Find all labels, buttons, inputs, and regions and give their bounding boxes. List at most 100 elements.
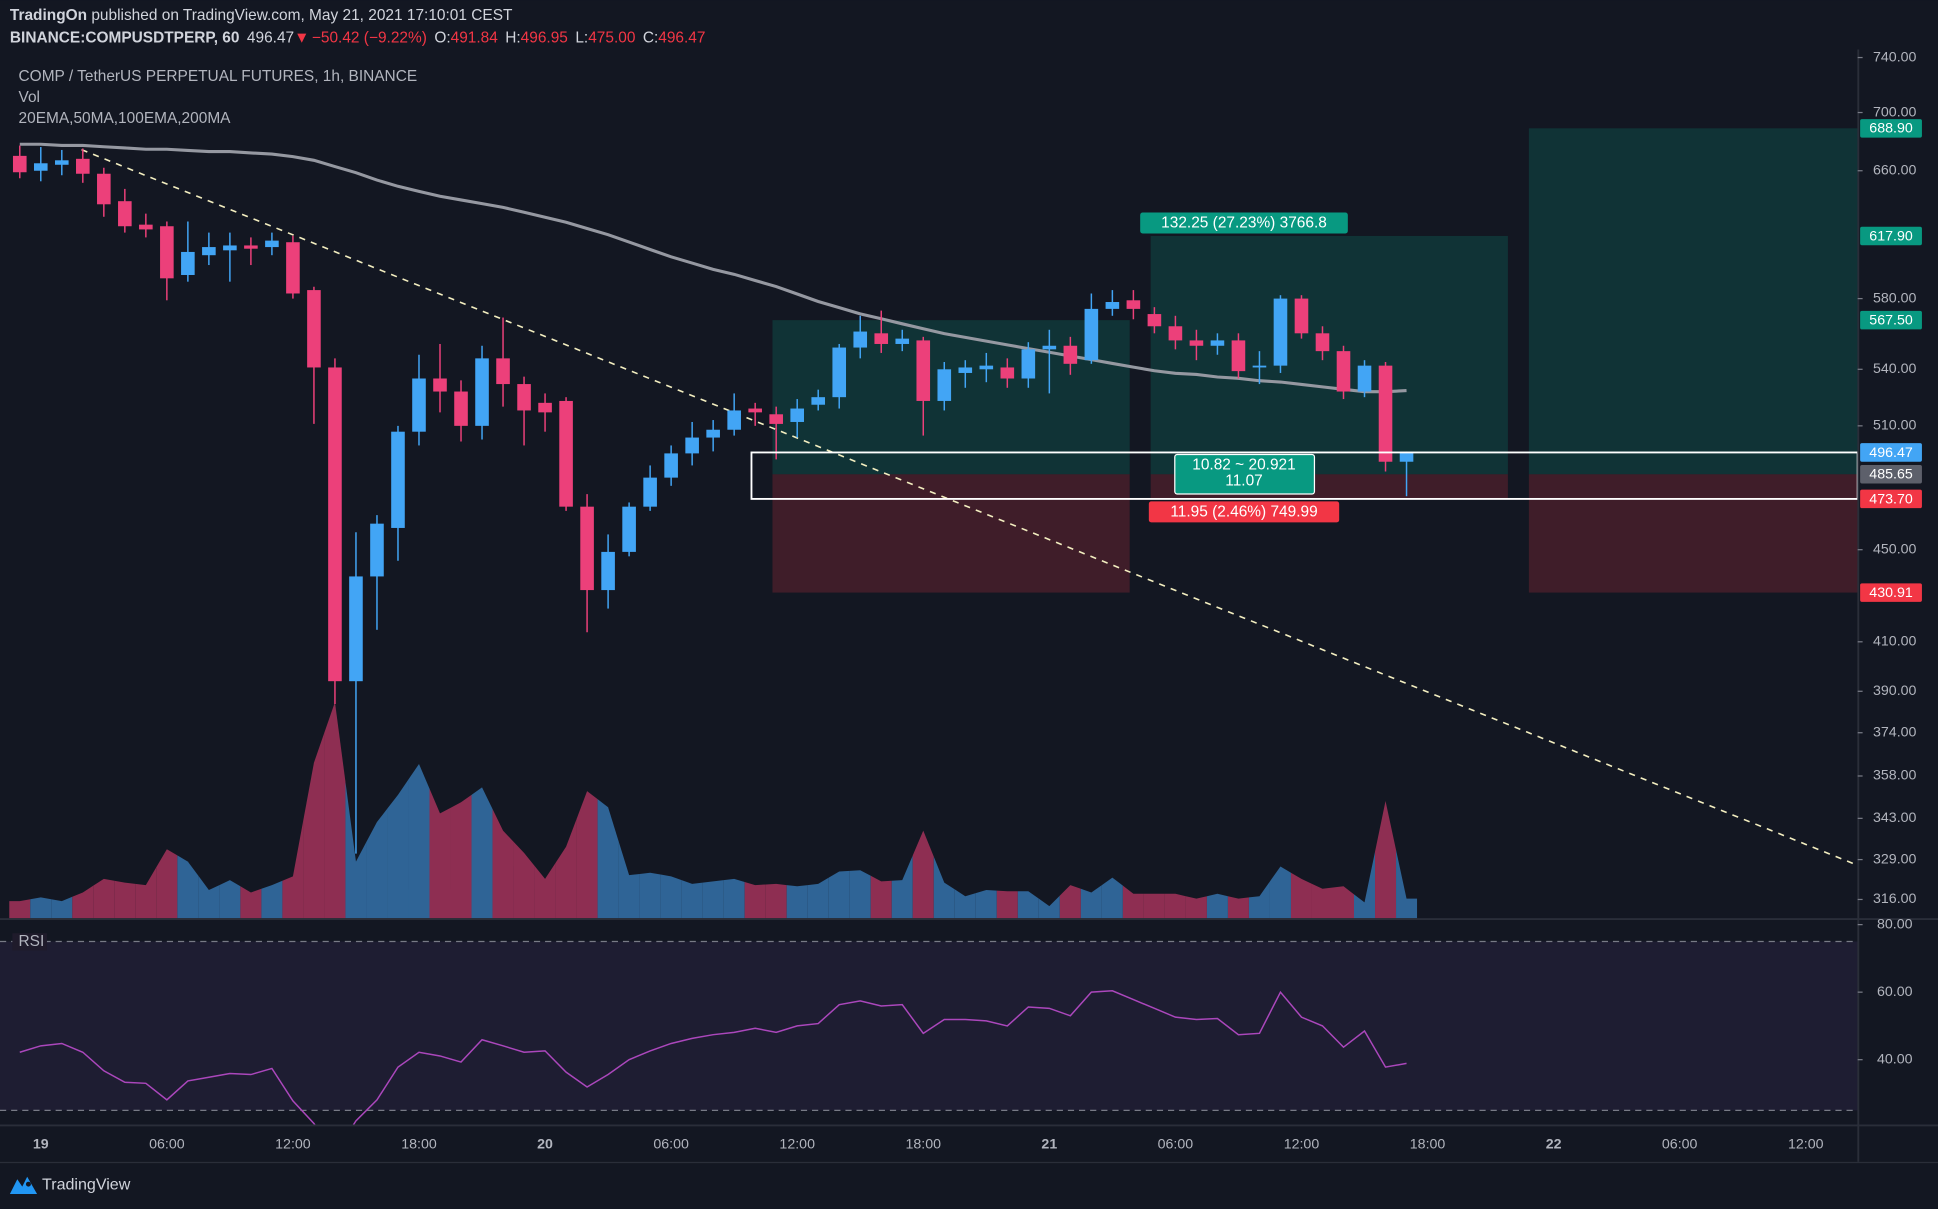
entry-label: 10.82 ~ 20.921 <box>1192 457 1295 474</box>
trend-line <box>81 148 1858 867</box>
volume-area <box>597 799 619 919</box>
candle-body <box>874 333 889 344</box>
volume-label: Vol <box>19 89 40 106</box>
x-tick-label: 21 <box>1041 1136 1057 1152</box>
candle-body <box>33 163 48 171</box>
ma-line <box>19 142 1407 394</box>
position-labels: 132.25 (27.23%) 3766.8 11.95 (2.46%) 749.… <box>1140 212 1348 523</box>
candle-body <box>937 369 952 401</box>
ohlc-value: 475.00 <box>588 30 635 47</box>
ohlc-label: C: <box>643 30 658 47</box>
candle-body <box>1126 300 1141 309</box>
y-tick-label: 580.00 <box>1873 290 1917 306</box>
logo-dot <box>25 1181 31 1187</box>
candle-body <box>790 408 804 422</box>
candle-body <box>1231 340 1246 372</box>
candle-body <box>1357 365 1372 392</box>
candle-body <box>244 245 258 249</box>
ohlc-value: 496.95 <box>521 30 568 47</box>
volume-area <box>324 702 346 919</box>
ohlc-value: 496.47 <box>658 30 705 47</box>
candle-body <box>1294 298 1309 334</box>
candle-body <box>832 347 847 398</box>
volume-area <box>828 870 850 919</box>
ohlc-label: O: <box>434 30 450 47</box>
candle-body <box>496 358 510 385</box>
rsi-label-bg <box>12 933 47 951</box>
chart-title: COMP / TetherUS PERPETUAL FUTURES, 1h, B… <box>19 68 418 85</box>
y-tick-label: 374.00 <box>1873 724 1917 740</box>
price-badge <box>1860 583 1922 602</box>
rsi-band-fill <box>0 941 1858 1111</box>
candle-body <box>1210 340 1225 346</box>
volume-area <box>450 794 472 919</box>
volume-area <box>1206 893 1228 919</box>
candle-body <box>622 506 636 552</box>
volume-area <box>345 781 367 919</box>
candle-body <box>1147 314 1162 327</box>
x-tick-label: 18:00 <box>1410 1136 1446 1152</box>
volume-area <box>303 732 325 919</box>
x-tick-label: 20 <box>537 1136 553 1152</box>
y-tick-label: 390.00 <box>1873 683 1917 699</box>
volume-area <box>135 867 157 919</box>
price-badge-label: 688.90 <box>1869 121 1913 137</box>
candle-body <box>349 576 363 682</box>
y-tick-label: 316.00 <box>1873 891 1917 907</box>
volume-area <box>576 791 598 919</box>
volume-area <box>1311 883 1333 919</box>
volume-area <box>954 889 976 919</box>
main-pane: 132.25 (27.23%) 3766.8 11.95 (2.46%) 749.… <box>9 128 1858 919</box>
profit-zone <box>1528 128 1858 475</box>
candle-body <box>160 226 174 279</box>
candle-body <box>1273 298 1288 366</box>
symbol-line: BINANCE:COMPUSDTPERP, 60 496.47▼ −50.42 (−… <box>10 30 706 47</box>
candles <box>12 145 1414 854</box>
volume <box>9 702 1418 919</box>
volume-area <box>702 880 724 919</box>
change: −50.42 (−9.22%) <box>312 30 427 47</box>
candle-body <box>1252 365 1267 368</box>
logo-shape <box>9 1176 38 1195</box>
volume-area <box>639 872 661 919</box>
volume-area <box>408 763 430 919</box>
y-tick-label: 540.00 <box>1873 361 1917 377</box>
candle-body <box>412 378 426 432</box>
volume-area <box>1143 893 1165 919</box>
volume-area <box>198 875 220 919</box>
candle-body <box>1105 302 1120 309</box>
profit-zone <box>1150 235 1508 475</box>
volume-area <box>1396 849 1418 919</box>
price-badge <box>1860 310 1922 330</box>
entry-label-bg <box>1174 453 1316 495</box>
volume-area <box>891 855 913 919</box>
volume-area <box>72 885 94 919</box>
candle-body <box>706 429 720 438</box>
candle-body <box>811 397 826 405</box>
price-badge-label: 617.90 <box>1869 228 1913 244</box>
candle-body <box>1063 345 1078 364</box>
volume-area <box>261 880 283 919</box>
y-tick-label: 660.00 <box>1873 162 1917 178</box>
loss-zone <box>772 474 1130 593</box>
moving-average <box>19 142 1407 394</box>
ohlc-value: 491.84 <box>451 30 499 47</box>
candle-body <box>55 160 69 165</box>
candle-body <box>1084 308 1099 361</box>
candle-body <box>916 340 931 401</box>
candle-body <box>1378 365 1393 462</box>
volume-area <box>975 890 997 919</box>
volume-area <box>1059 885 1081 919</box>
candle-body <box>1399 452 1414 462</box>
volume-area <box>534 862 556 919</box>
volume-area <box>9 899 31 919</box>
publisher: TradingOn <box>10 7 87 24</box>
price-badge <box>1860 489 1922 509</box>
rectangle <box>750 451 1858 500</box>
y-tick-label: 343.00 <box>1873 810 1917 826</box>
candle-body <box>433 378 447 392</box>
profit-zone <box>772 320 1130 475</box>
stop-label-bg <box>1148 501 1340 523</box>
candle-body <box>391 431 405 528</box>
